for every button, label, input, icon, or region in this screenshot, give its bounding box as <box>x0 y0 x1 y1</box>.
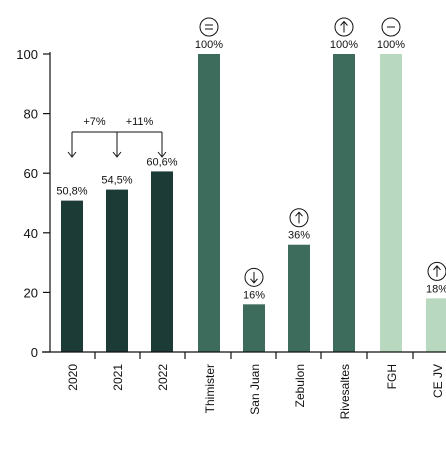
data-label: 100% <box>195 39 223 51</box>
bar-ce-jv <box>426 298 446 352</box>
data-label: 16% <box>243 289 265 301</box>
arrow-down-circle-icon <box>245 268 263 286</box>
data-label: 100% <box>330 39 358 51</box>
bars-group <box>61 54 446 352</box>
y-tick-label: 20 <box>24 285 38 300</box>
bar-2021 <box>106 190 128 352</box>
x-tick-label: Rivesaltes <box>338 364 352 419</box>
x-tick-label: 2021 <box>111 364 125 391</box>
bar-2020 <box>61 201 83 352</box>
bar-fgh <box>380 54 402 352</box>
x-tick-label: FGH <box>385 364 399 389</box>
data-label: 100% <box>377 39 405 51</box>
arrow-up-circle-icon <box>335 18 353 36</box>
bar-thimister <box>198 54 220 352</box>
x-tick-label: 2022 <box>156 364 170 391</box>
down-arrow-icon <box>68 132 76 157</box>
change-bracket: +7% <box>72 116 117 132</box>
data-label: 36% <box>288 230 310 242</box>
data-label: 18% <box>426 283 446 295</box>
down-arrow-icon <box>113 132 121 157</box>
bar-2022 <box>151 171 173 352</box>
y-tick-label: 80 <box>24 107 38 122</box>
change-label: +11% <box>126 116 154 128</box>
x-tick-label: San Juan <box>248 364 262 415</box>
bar-zebulon <box>288 245 310 352</box>
data-label: 60,6% <box>146 156 177 168</box>
equal-circle-icon <box>200 18 218 36</box>
arrow-up-circle-icon <box>290 209 308 227</box>
x-tick-label: 2020 <box>66 364 80 391</box>
arrow-up-circle-icon <box>428 262 446 280</box>
x-tick-label: Zebulon <box>293 364 307 407</box>
y-tick-label: 0 <box>31 345 38 360</box>
y-tick-label: 100 <box>16 47 38 62</box>
y-tick-label: 60 <box>24 166 38 181</box>
data-label: 50,8% <box>56 186 87 198</box>
change-bracket: +11% <box>117 116 162 132</box>
bar-rivesaltes <box>333 54 355 352</box>
bar-san-juan <box>243 304 265 352</box>
y-tick-label: 40 <box>24 226 38 241</box>
x-tick-label: Thimister <box>203 364 217 413</box>
x-tick-label: CE JV <box>431 364 445 398</box>
change-label: +7% <box>83 116 106 128</box>
down-arrow-icon <box>158 132 166 157</box>
data-label: 54,5% <box>101 175 132 187</box>
minus-circle-icon <box>382 18 400 36</box>
